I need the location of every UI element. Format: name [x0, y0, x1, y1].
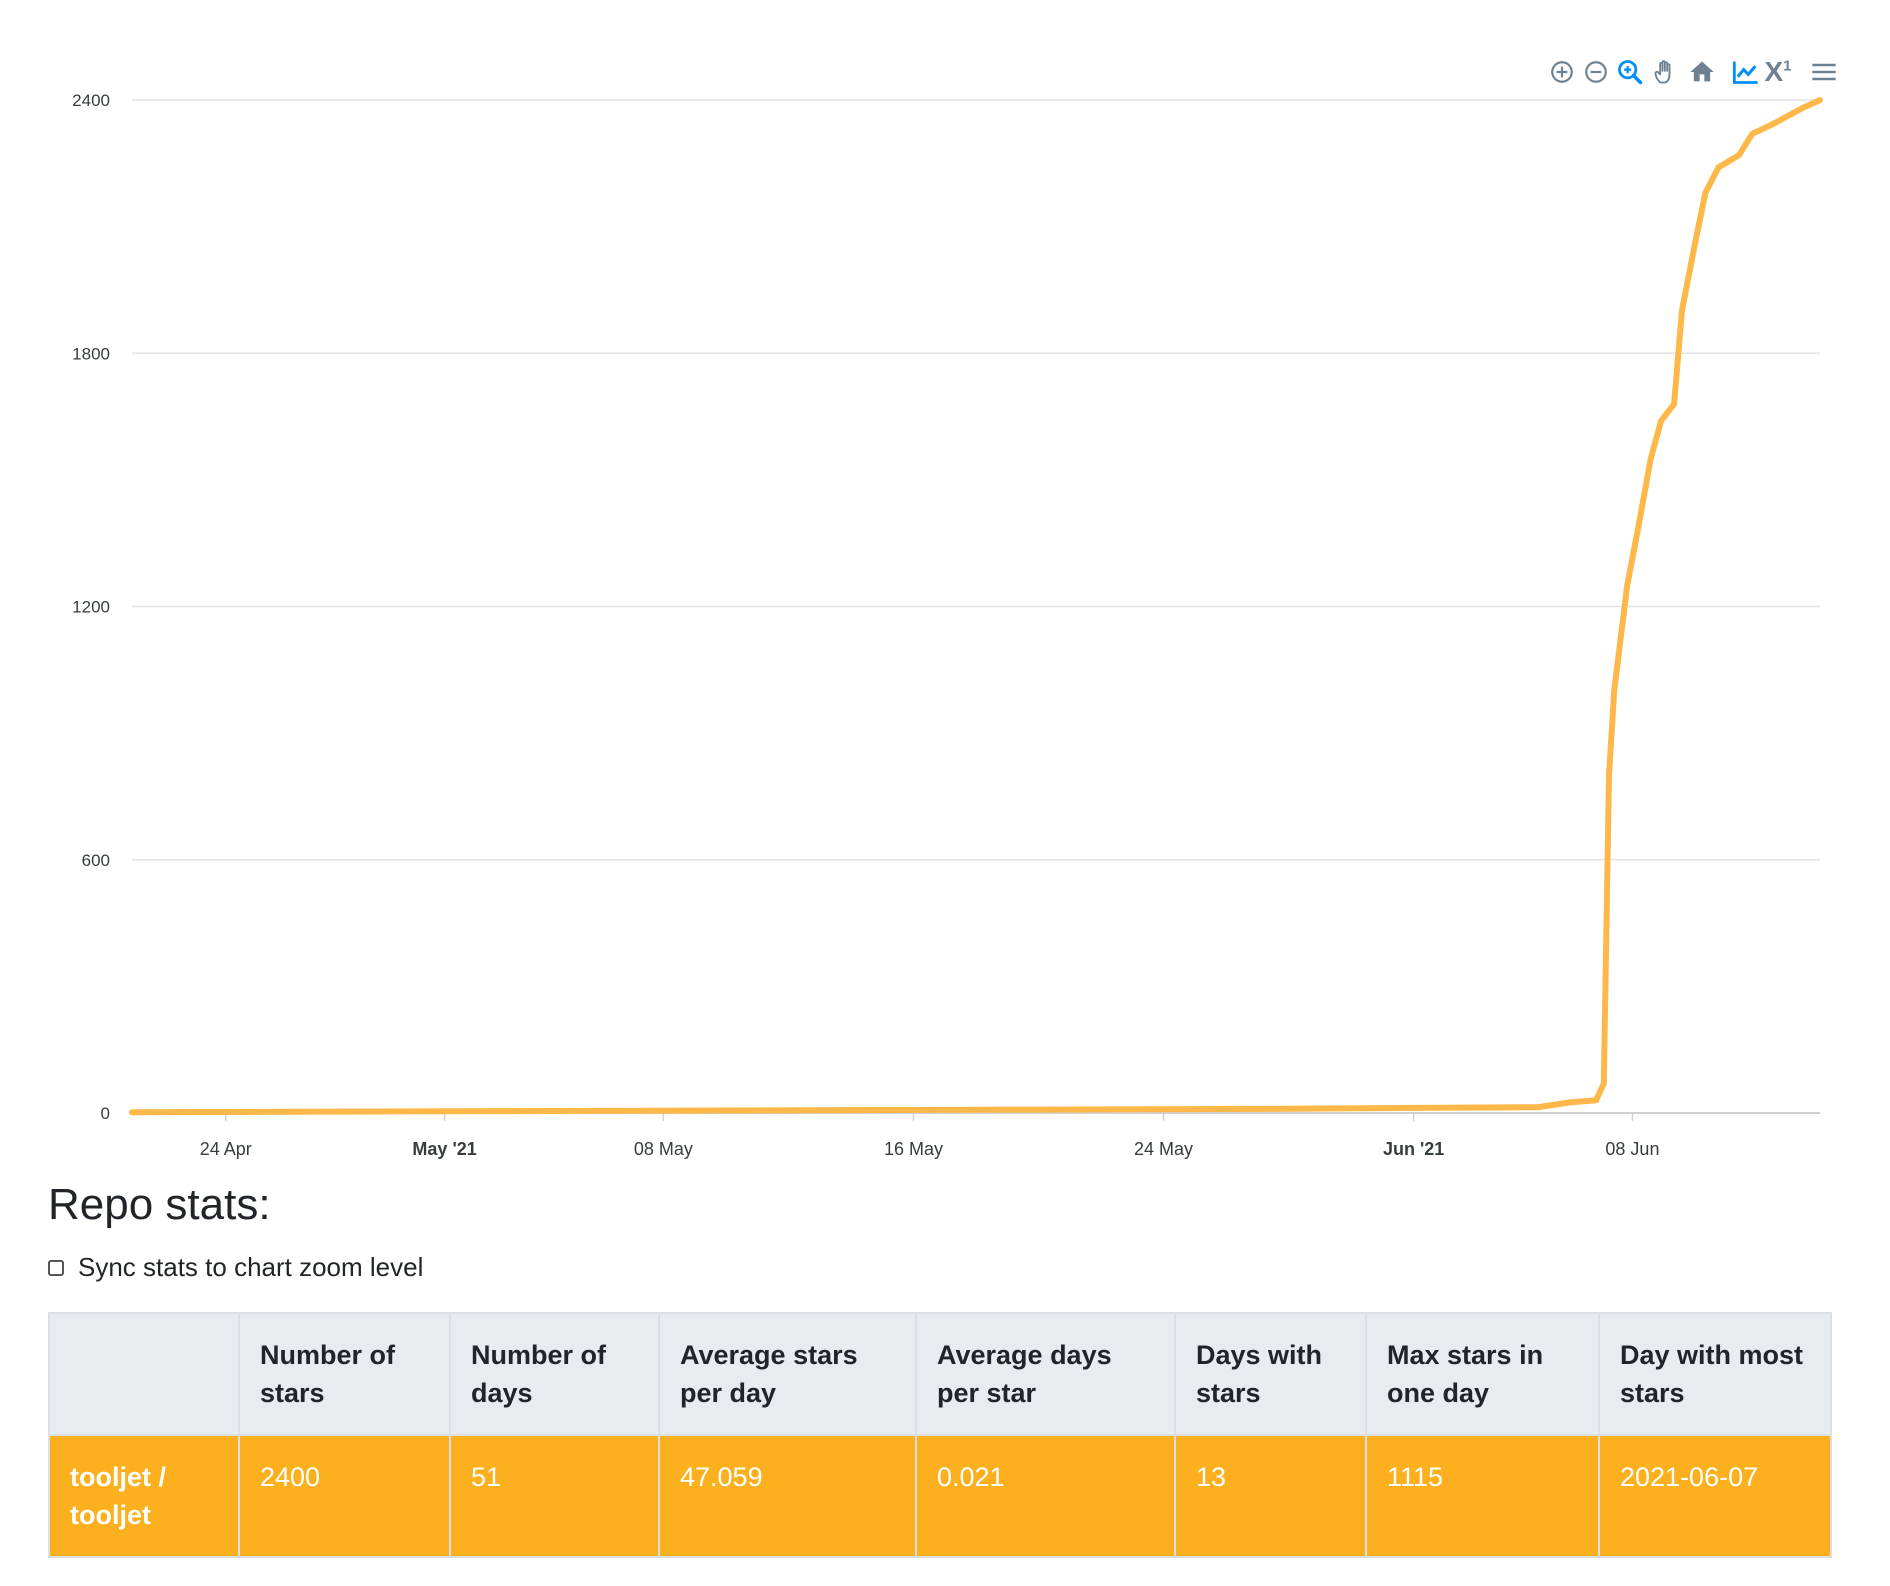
y-axis: 0 600 1200 1800 2400: [72, 91, 110, 1123]
x-tick-label: 24 Apr: [200, 1139, 252, 1159]
zoom-out-icon[interactable]: [1579, 52, 1613, 92]
repo-stats-title: Repo stats:: [48, 1180, 271, 1229]
menu-icon[interactable]: [1807, 52, 1841, 92]
zoom-in-icon[interactable]: [1545, 52, 1579, 92]
x-tick-label: 08 May: [634, 1139, 693, 1159]
x1-label: X: [1764, 56, 1784, 87]
header-max-stars-in-one-day: Max stars in one day: [1365, 1312, 1600, 1436]
cell-average-stars-per-day: 47.059: [658, 1434, 917, 1558]
series-layer: [129, 97, 1823, 1116]
header-number-of-stars: Number of stars: [238, 1312, 451, 1436]
x-tick-label: Jun '21: [1383, 1139, 1444, 1159]
y-tick-label: 2400: [72, 91, 110, 110]
table-row: tooljet / tooljet 2400 51 47.059 0.021 1…: [48, 1434, 1832, 1558]
cell-repo: tooljet / tooljet: [48, 1434, 240, 1558]
header-repo: [48, 1312, 240, 1436]
home-icon[interactable]: [1685, 52, 1719, 92]
sync-stats-checkbox[interactable]: [48, 1259, 64, 1276]
table-header-row: Number of stars Number of days Average s…: [48, 1312, 1832, 1436]
cell-max-stars-in-one-day: 1115: [1365, 1434, 1600, 1558]
header-day-with-most-stars: Day with most stars: [1598, 1312, 1832, 1436]
x-tick-label: 24 May: [1134, 1139, 1193, 1159]
chart-grid: [132, 99, 1820, 1114]
star-history-chart[interactable]: 0 600 1200 1800 2400 24 Apr May '21 08 May 16 M…: [0, 0, 1890, 1170]
selection-zoom-icon[interactable]: [1613, 52, 1647, 92]
pan-hand-icon[interactable]: [1649, 52, 1683, 92]
series-line-tooljet[interactable]: [129, 97, 1823, 1116]
line-chart-icon[interactable]: [1729, 52, 1763, 92]
repo-stats-table: Number of stars Number of days Average s…: [48, 1312, 1832, 1558]
x-tick-label: May '21: [412, 1139, 476, 1159]
y-tick-label: 1200: [72, 598, 110, 617]
x-superscript-icon[interactable]: X1: [1759, 52, 1797, 92]
y-tick-label: 600: [82, 851, 110, 870]
header-days-with-stars: Days with stars: [1174, 1312, 1367, 1436]
x-tick-label: 16 May: [884, 1139, 943, 1159]
x-axis: 24 Apr May '21 08 May 16 May 24 May Jun '21 08…: [132, 1112, 1820, 1159]
header-average-stars-per-day: Average stars per day: [658, 1312, 917, 1436]
cell-day-with-most-stars: 2021-06-07: [1598, 1434, 1832, 1558]
header-number-of-days: Number of days: [449, 1312, 660, 1436]
cell-days-with-stars: 13: [1174, 1434, 1367, 1558]
sync-stats-label: Sync stats to chart zoom level: [78, 1252, 424, 1282]
x-tick-label: 08 Jun: [1605, 1139, 1659, 1159]
cell-average-days-per-star: 0.021: [915, 1434, 1176, 1558]
y-tick-label: 1800: [72, 344, 110, 363]
header-average-days-per-star: Average days per star: [915, 1312, 1176, 1436]
sync-stats-checkbox-row[interactable]: Sync stats to chart zoom level: [48, 1252, 423, 1283]
x1-sup: 1: [1783, 57, 1792, 75]
y-tick-label: 0: [101, 1104, 110, 1123]
cell-number-of-stars: 2400: [238, 1434, 451, 1558]
cell-number-of-days: 51: [449, 1434, 660, 1558]
